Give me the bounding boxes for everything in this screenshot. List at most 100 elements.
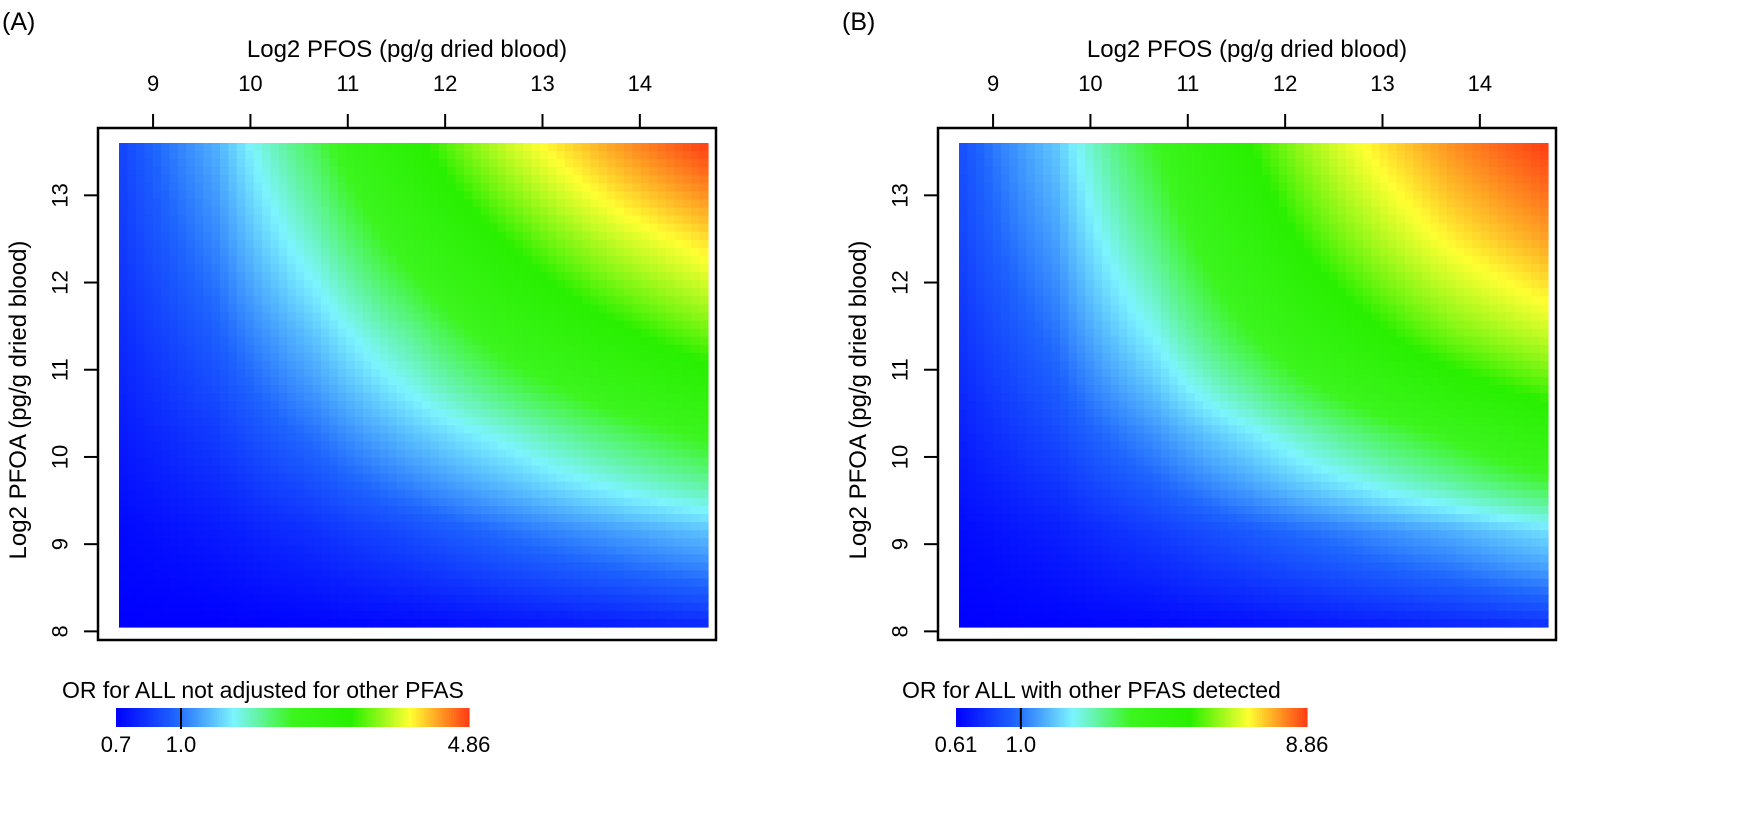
heatmap-cell <box>1068 199 1078 209</box>
heatmap-cell <box>270 481 280 491</box>
heatmap-cell <box>1102 191 1112 201</box>
heatmap-cell <box>295 393 305 402</box>
heatmap-cell <box>556 376 566 386</box>
heatmap-cell <box>1236 191 1246 201</box>
heatmap-cell <box>421 433 431 443</box>
heatmap-cell <box>497 167 507 176</box>
heatmap-cell <box>472 618 482 628</box>
heatmap-cell <box>144 368 154 378</box>
heatmap-cell <box>548 578 558 588</box>
heatmap-cell <box>640 602 650 612</box>
heatmap-cell <box>665 199 675 209</box>
heatmap-cell <box>489 530 499 539</box>
heatmap-cell <box>228 336 238 346</box>
heatmap-cell <box>320 328 330 338</box>
heatmap-cell <box>506 489 516 499</box>
heatmap-cell <box>295 151 305 160</box>
heatmap-cell <box>564 393 574 402</box>
heatmap-cell <box>304 602 314 612</box>
heatmap-cell <box>455 562 465 572</box>
heatmap-cell <box>194 538 204 547</box>
heatmap-cell <box>506 239 516 249</box>
heatmap-cell <box>1059 151 1069 160</box>
x-tick-label: 14 <box>628 71 652 96</box>
heatmap-cell <box>665 465 675 475</box>
heatmap-cell <box>699 288 709 297</box>
heatmap-cell <box>649 393 659 402</box>
heatmap-cell <box>1421 167 1431 176</box>
heatmap-cell <box>556 465 566 475</box>
heatmap-cell <box>388 441 398 451</box>
heatmap-cell <box>632 183 642 192</box>
colorbar-segment <box>128 708 132 727</box>
heatmap-cell <box>135 546 145 555</box>
heatmap-cell <box>169 586 179 596</box>
heatmap-cell <box>1135 191 1145 201</box>
heatmap-cell <box>438 449 448 459</box>
heatmap-cell <box>506 336 516 346</box>
heatmap-cell <box>236 255 246 265</box>
heatmap-cell <box>489 417 499 426</box>
heatmap-cell <box>354 167 364 176</box>
heatmap-cell <box>665 546 675 555</box>
heatmap-cell <box>674 441 684 451</box>
heatmap-cell <box>337 247 347 257</box>
heatmap-cell <box>682 312 692 322</box>
heatmap-cell <box>1371 183 1381 192</box>
heatmap-cell <box>632 618 642 628</box>
heatmap-cell <box>682 385 692 394</box>
heatmap-cell <box>657 489 667 499</box>
heatmap-cell <box>984 175 994 184</box>
heatmap-cell <box>363 465 373 475</box>
heatmap-cell <box>278 602 288 612</box>
heatmap-cell <box>421 562 431 572</box>
heatmap-cell <box>304 441 314 451</box>
heatmap-cell <box>1430 143 1440 152</box>
heatmap-cell <box>632 506 642 515</box>
heatmap-cell <box>346 175 356 184</box>
heatmap-cell <box>657 586 667 596</box>
heatmap-cell <box>278 610 288 620</box>
heatmap-cell <box>640 352 650 362</box>
heatmap-cell <box>169 352 179 362</box>
heatmap-cell <box>1463 143 1473 152</box>
heatmap-cell <box>1413 151 1423 160</box>
heatmap-cell <box>607 352 617 362</box>
heatmap-cell <box>152 594 162 604</box>
heatmap-cell <box>346 320 356 330</box>
heatmap-cell <box>169 264 179 273</box>
heatmap-cell <box>514 360 524 370</box>
colorbar-segment <box>161 708 165 727</box>
heatmap-cell <box>1329 199 1339 209</box>
heatmap-cell <box>262 215 272 225</box>
heatmap-cell <box>278 264 288 273</box>
heatmap-cell <box>304 239 314 249</box>
heatmap-cell <box>219 320 229 330</box>
heatmap-cell <box>413 449 423 459</box>
heatmap-cell <box>169 167 179 176</box>
heatmap-cell <box>405 175 415 184</box>
heatmap-cell <box>186 506 196 515</box>
heatmap-cell <box>1194 159 1204 168</box>
heatmap-cell <box>623 522 633 531</box>
heatmap-cell <box>489 175 499 184</box>
heatmap-cell <box>421 586 431 596</box>
heatmap-cell <box>573 255 583 265</box>
heatmap-cell <box>1245 175 1255 184</box>
heatmap-cell <box>1219 207 1229 217</box>
heatmap-cell <box>144 554 154 564</box>
heatmap-cell <box>691 425 701 434</box>
heatmap-cell <box>203 506 213 515</box>
heatmap-cell <box>211 183 221 192</box>
heatmap-cell <box>127 320 137 330</box>
heatmap-cell <box>194 352 204 362</box>
heatmap-cell <box>447 280 457 289</box>
heatmap-cell <box>262 247 272 257</box>
heatmap-cell <box>320 578 330 588</box>
heatmap-cell <box>514 465 524 475</box>
heatmap-cell <box>548 401 558 410</box>
heatmap-cell <box>539 376 549 386</box>
heatmap-cell <box>211 554 221 564</box>
colorbar-segment <box>373 708 377 727</box>
heatmap-cell <box>186 401 196 410</box>
